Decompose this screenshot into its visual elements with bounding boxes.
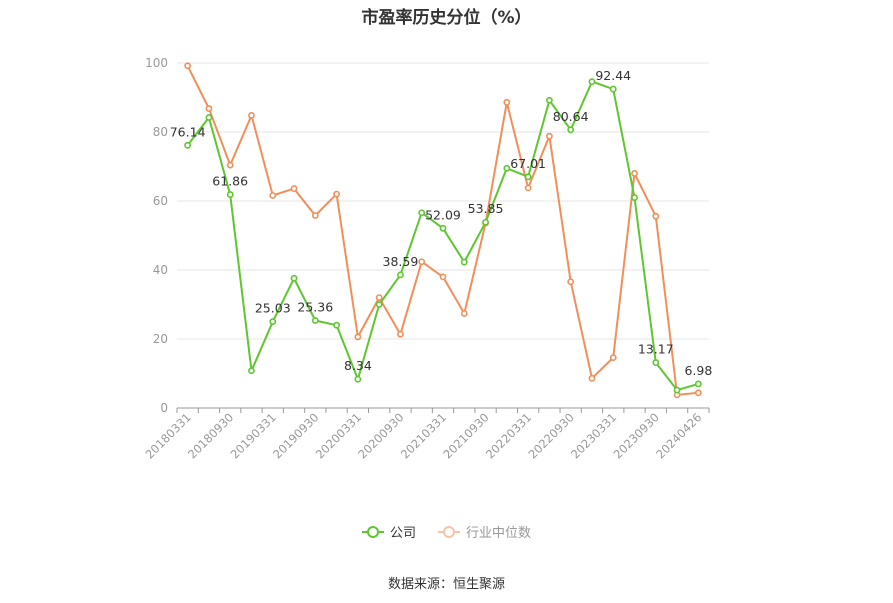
data-point [269, 192, 277, 199]
data-point [333, 190, 340, 198]
data-point [460, 258, 468, 266]
data-point [418, 258, 426, 266]
data-point [248, 112, 255, 119]
data-label: 25.36 [297, 300, 333, 315]
data-point [694, 380, 702, 388]
data-point [609, 354, 617, 362]
data-point [354, 333, 362, 341]
data-point [652, 212, 660, 220]
chart-title: 市盈率历史分位（%） [361, 8, 532, 28]
data-point [290, 185, 298, 192]
data-point [333, 321, 340, 329]
data-point [375, 294, 383, 301]
data-point [567, 278, 575, 286]
data-point [631, 194, 638, 201]
data-point [524, 184, 532, 192]
data-label: 53.85 [468, 201, 504, 216]
data-point [311, 212, 319, 219]
series-points [184, 62, 702, 399]
data-point [418, 209, 426, 217]
data-point [588, 374, 596, 382]
data-point [503, 98, 511, 106]
data-point [290, 274, 298, 282]
data-point [397, 330, 404, 338]
data-point [311, 317, 319, 324]
data-point [439, 224, 447, 232]
data-label: 8.34 [344, 358, 372, 373]
data-point [205, 105, 213, 112]
data-point [205, 114, 213, 121]
data-label: 92.44 [595, 68, 631, 83]
data-label: 13.17 [638, 342, 674, 357]
data-label: 6.98 [684, 363, 712, 378]
series-line-company [186, 80, 699, 392]
data-point [631, 169, 638, 177]
data-point [354, 375, 362, 383]
data-point [248, 367, 255, 375]
legend-swatch-company [361, 525, 384, 539]
y-axis-ticks: 0 20 40 60 80 100 [145, 56, 168, 415]
data-point [546, 132, 553, 140]
grid-lines [177, 62, 709, 340]
data-label: 25.03 [255, 301, 291, 316]
data-point [694, 389, 702, 397]
data-label: 38.59 [383, 254, 419, 269]
data-source-note: 数据来源：恒生聚源 [387, 577, 505, 592]
y-tick-label: 80 [153, 125, 168, 139]
y-tick-label: 40 [153, 263, 168, 277]
data-label: 76.14 [170, 124, 206, 139]
data-point [460, 310, 468, 317]
data-point [546, 96, 553, 104]
y-tick-label: 60 [153, 194, 168, 208]
data-label: 67.01 [510, 156, 546, 171]
data-point [184, 141, 192, 149]
data-label: 61.86 [212, 174, 248, 189]
data-point [588, 78, 596, 86]
data-point [226, 191, 234, 198]
legend-swatch-industry-median [438, 525, 460, 539]
data-point [567, 126, 575, 134]
data-point [652, 359, 660, 366]
legend-label-industry-median: 行业中位数 [466, 526, 532, 541]
y-tick-label: 0 [160, 401, 168, 415]
data-point [375, 301, 383, 308]
x-axis: 2018033120180930201903312019093020200331… [142, 407, 710, 462]
data-point [184, 62, 192, 70]
data-point [482, 218, 489, 226]
data-point [609, 85, 617, 93]
legend-item-company[interactable]: 公司 [361, 522, 416, 541]
data-point [397, 271, 404, 279]
data-point [524, 173, 532, 181]
legend-item-industry-median[interactable]: 行业中位数 [438, 522, 531, 541]
data-label: 80.64 [553, 109, 589, 124]
data-labels: 76.14 61.86 25.03 25.36 8.34 38.59 52.09 53.85 6… [170, 68, 713, 378]
legend: 公司 行业中位数 [0, 522, 893, 541]
data-point [439, 273, 447, 281]
x-tick-label: 20240426 [653, 410, 704, 461]
y-tick-label: 100 [145, 56, 168, 70]
data-point [503, 164, 511, 172]
data-point [673, 386, 681, 394]
y-tick-label: 20 [153, 332, 168, 346]
data-label: 52.09 [425, 207, 461, 222]
data-point [226, 161, 234, 169]
data-point [269, 318, 277, 326]
legend-label-company: 公司 [389, 526, 416, 541]
